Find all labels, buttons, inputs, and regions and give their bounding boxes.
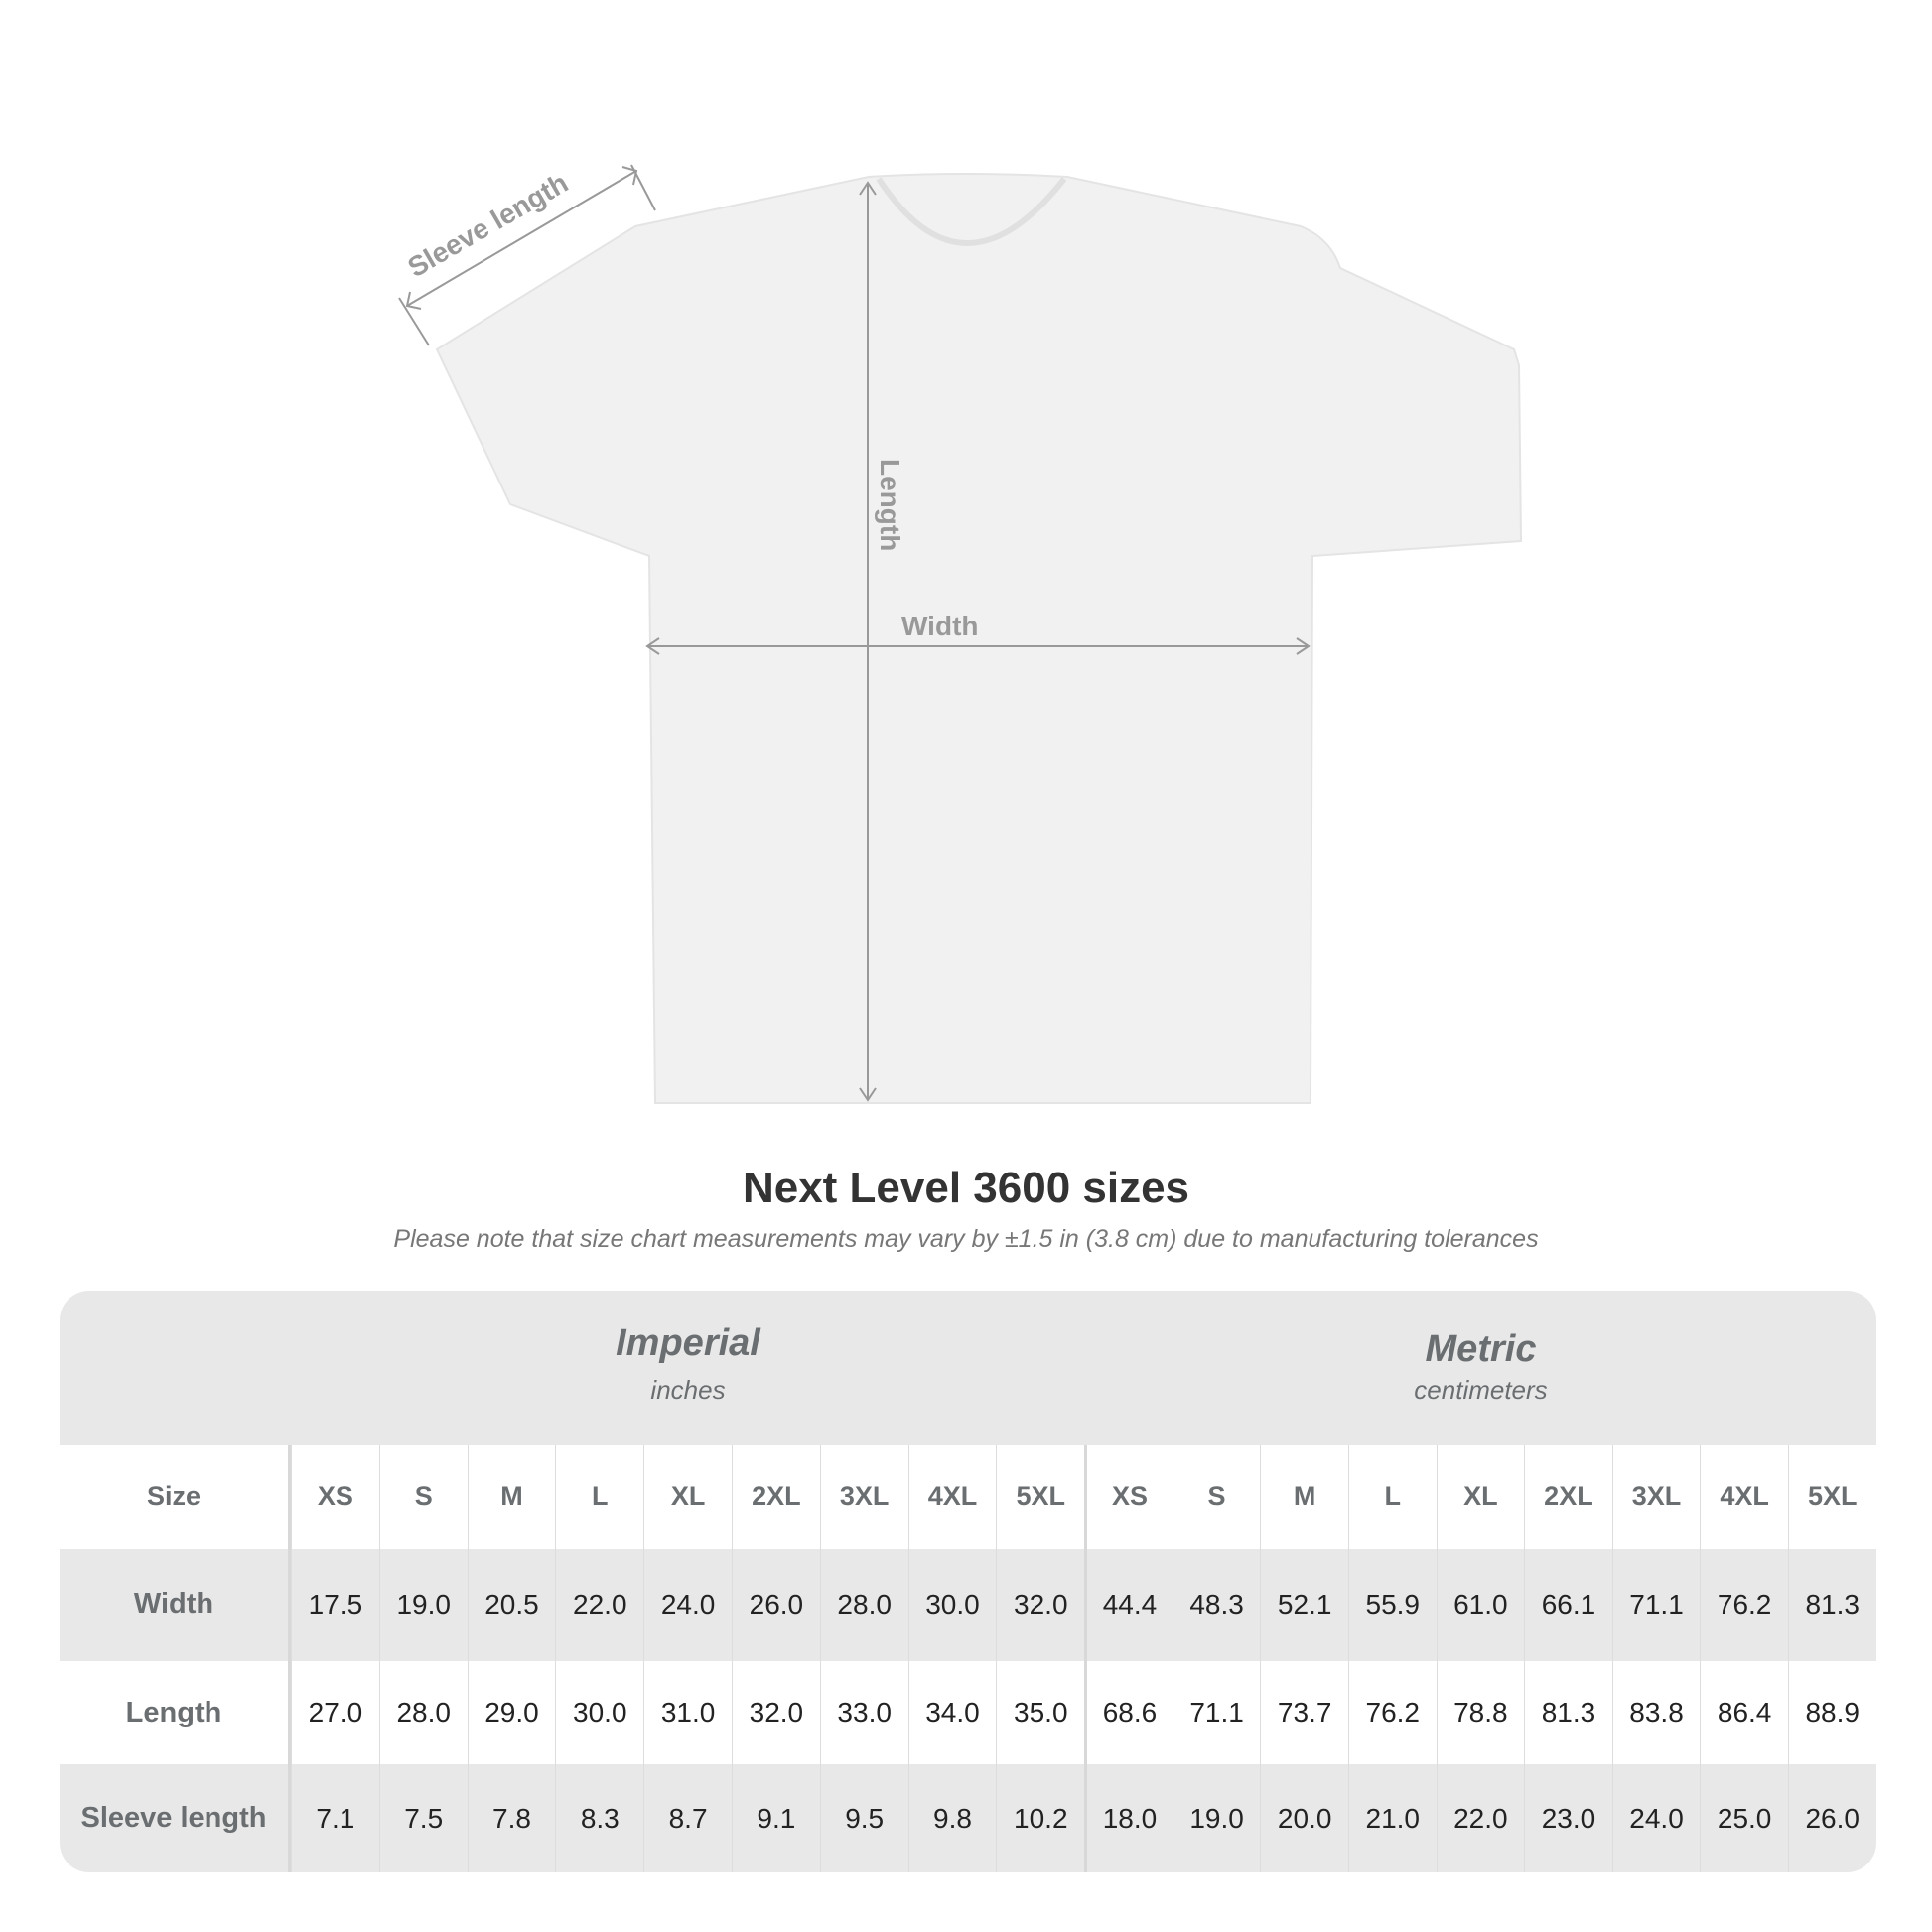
size-header-cell: 2XL <box>1524 1445 1612 1549</box>
metric-title: Metric <box>1425 1328 1537 1370</box>
table-row: Sleeve length 7.1 7.5 7.8 8.3 8.7 9.1 9.5 9.8 10.… <box>60 1764 1876 1872</box>
table-cell: 29.0 <box>467 1661 556 1764</box>
size-header-cell: M <box>1260 1445 1348 1549</box>
size-header-cell: 4XL <box>907 1445 997 1549</box>
metric-unit: centimeters <box>1414 1375 1548 1405</box>
table-cell: 78.8 <box>1436 1661 1525 1764</box>
table-row: Width 17.5 19.0 20.5 22.0 24.0 26.0 28.0 30.0 32.… <box>60 1549 1876 1661</box>
row-label: Sleeve length <box>60 1764 291 1872</box>
table-cell: 88.9 <box>1787 1661 1876 1764</box>
table-cell: 76.2 <box>1347 1661 1437 1764</box>
sleeve-label: Sleeve length <box>403 167 574 283</box>
size-header-cell: XL <box>643 1445 732 1549</box>
size-header-cell: 5XL <box>1787 1445 1876 1549</box>
table-cell: 27.0 <box>291 1661 379 1764</box>
imperial-unit: inches <box>650 1375 726 1405</box>
table-cell: 73.7 <box>1260 1661 1348 1764</box>
table-cell: 19.0 <box>1172 1764 1261 1872</box>
imperial-heading: Imperial inches <box>291 1291 1085 1445</box>
size-table: Imperial inches Metric centimeters Size X… <box>60 1291 1876 1872</box>
size-header-cell: S <box>1172 1445 1261 1549</box>
table-cell: 32.0 <box>731 1661 820 1764</box>
table-cell: 76.2 <box>1700 1549 1788 1661</box>
table-cell: 7.1 <box>291 1764 379 1872</box>
row-label: Size <box>60 1445 291 1549</box>
table-cell: 52.1 <box>1260 1549 1348 1661</box>
table-cell: 21.0 <box>1347 1764 1437 1872</box>
size-header-cell: S <box>378 1445 468 1549</box>
table-cell: 71.1 <box>1172 1661 1261 1764</box>
table-cell: 34.0 <box>907 1661 997 1764</box>
size-header-cell: M <box>467 1445 556 1549</box>
table-cell: 81.3 <box>1787 1549 1876 1661</box>
table-cell: 81.3 <box>1524 1661 1612 1764</box>
table-cell: 25.0 <box>1700 1764 1788 1872</box>
table-cell: 18.0 <box>1084 1764 1173 1872</box>
table-cell: 8.7 <box>643 1764 732 1872</box>
size-header-cell: XS <box>291 1445 379 1549</box>
table-cell: 19.0 <box>378 1549 468 1661</box>
size-header-cell: 4XL <box>1700 1445 1788 1549</box>
table-cell: 17.5 <box>291 1549 379 1661</box>
size-header-cell: 3XL <box>819 1445 908 1549</box>
table-cell: 48.3 <box>1172 1549 1261 1661</box>
size-header-cell: 5XL <box>996 1445 1084 1549</box>
table-cell: 61.0 <box>1436 1549 1525 1661</box>
metric-heading: Metric centimeters <box>1085 1291 1876 1445</box>
size-header-cell: XS <box>1084 1445 1173 1549</box>
table-cell: 44.4 <box>1084 1549 1173 1661</box>
table-cell: 86.4 <box>1700 1661 1788 1764</box>
size-header-row: Size XS S M L XL 2XL 3XL 4XL 5XL XS S M L XL 2XL 3XL 4XL 5… <box>60 1445 1876 1549</box>
table-cell: 20.5 <box>467 1549 556 1661</box>
table-cell: 66.1 <box>1524 1549 1612 1661</box>
size-header-cell: L <box>1347 1445 1437 1549</box>
row-label: Width <box>60 1549 291 1661</box>
table-cell: 28.0 <box>819 1549 908 1661</box>
table-cell: 30.0 <box>907 1549 997 1661</box>
table-cell: 33.0 <box>819 1661 908 1764</box>
table-cell: 26.0 <box>731 1549 820 1661</box>
table-cell: 68.6 <box>1084 1661 1173 1764</box>
table-cell: 10.2 <box>996 1764 1084 1872</box>
size-header-cell: 2XL <box>731 1445 820 1549</box>
table-cell: 30.0 <box>555 1661 643 1764</box>
table-cell: 24.0 <box>1611 1764 1701 1872</box>
table-cell: 9.1 <box>731 1764 820 1872</box>
table-cell: 9.5 <box>819 1764 908 1872</box>
table-cell: 26.0 <box>1787 1764 1876 1872</box>
table-cell: 31.0 <box>643 1661 732 1764</box>
table-cell: 20.0 <box>1260 1764 1348 1872</box>
table-cell: 23.0 <box>1524 1764 1612 1872</box>
size-header-cell: XL <box>1436 1445 1525 1549</box>
page-title: Next Level 3600 sizes <box>742 1164 1190 1212</box>
table-cell: 83.8 <box>1611 1661 1701 1764</box>
collar <box>876 177 1067 246</box>
table-row: Length 27.0 28.0 29.0 30.0 31.0 32.0 33.0 34.0 35… <box>60 1661 1876 1764</box>
size-header-cell: L <box>555 1445 643 1549</box>
imperial-title: Imperial <box>616 1322 760 1364</box>
table-cell: 7.8 <box>467 1764 556 1872</box>
table-cell: 7.5 <box>378 1764 468 1872</box>
sleeve-arrow <box>406 170 637 307</box>
table-cell: 9.8 <box>907 1764 997 1872</box>
tshirt-image <box>435 173 1523 1104</box>
size-header-cell: 3XL <box>1611 1445 1701 1549</box>
width-label: Width <box>901 611 979 641</box>
row-label: Length <box>60 1661 291 1764</box>
tolerance-note: Please note that size chart measurements… <box>393 1225 1539 1253</box>
table-cell: 55.9 <box>1347 1549 1437 1661</box>
tshirt-diagram: Sleeve length Length Width <box>398 164 1523 1104</box>
length-label: Length <box>875 459 905 551</box>
table-cell: 22.0 <box>1436 1764 1525 1872</box>
table-cell: 22.0 <box>555 1549 643 1661</box>
table-cell: 24.0 <box>643 1549 732 1661</box>
table-cell: 32.0 <box>996 1549 1084 1661</box>
table-cell: 28.0 <box>378 1661 468 1764</box>
table-cell: 8.3 <box>555 1764 643 1872</box>
table-cell: 35.0 <box>996 1661 1084 1764</box>
table-cell: 71.1 <box>1611 1549 1701 1661</box>
